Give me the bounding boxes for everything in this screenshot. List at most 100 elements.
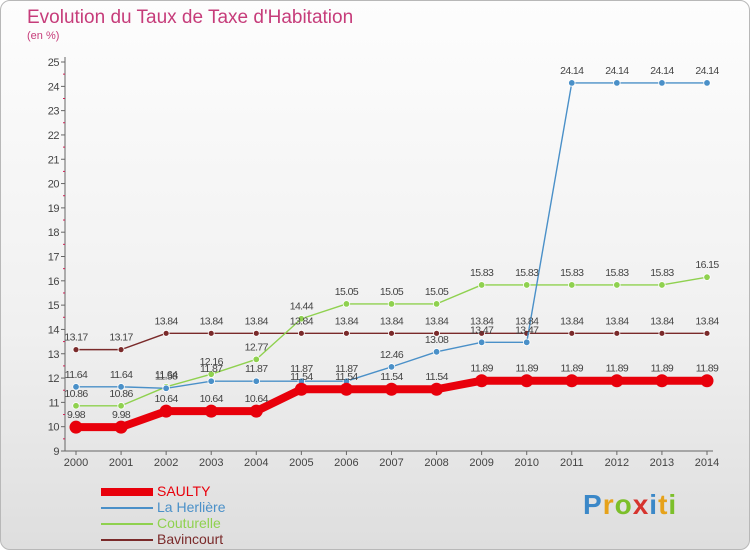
data-label: 13.84	[200, 315, 224, 327]
y-tick-label: 9	[53, 446, 59, 458]
data-point	[162, 384, 170, 392]
data-point	[475, 374, 489, 388]
logo-letter: i	[668, 489, 678, 520]
x-tick-label: 2008	[424, 457, 448, 469]
data-point	[613, 281, 621, 289]
logo-letter: t	[658, 489, 669, 520]
data-point	[658, 79, 666, 87]
x-tick-label: 2003	[199, 457, 223, 469]
data-label: 14.44	[290, 301, 314, 313]
data-point	[72, 346, 80, 354]
y-tick-label: 13	[48, 349, 60, 361]
data-point	[387, 300, 396, 308]
y-tick-label: 21	[48, 154, 60, 166]
data-label: 13.84	[470, 315, 494, 327]
data-label: 9.98	[112, 409, 131, 421]
legend-label: Bavincourt	[157, 531, 224, 547]
data-point	[523, 281, 531, 289]
data-label: 13.84	[695, 315, 719, 327]
data-point	[432, 348, 441, 356]
logo-letter: o	[614, 489, 633, 520]
data-label: 13.17	[64, 332, 88, 344]
data-point	[430, 382, 444, 396]
x-tick-label: 2000	[64, 457, 88, 469]
data-label: 15.05	[380, 286, 404, 298]
data-label: 10.86	[64, 388, 88, 400]
data-point	[297, 315, 306, 323]
data-point	[207, 329, 215, 337]
data-label: 13.84	[425, 315, 449, 327]
data-point	[252, 355, 260, 364]
data-point	[204, 404, 218, 418]
x-tick-label: 2012	[605, 457, 629, 469]
data-point	[700, 374, 714, 388]
data-point	[388, 329, 395, 337]
logo-letter: P	[583, 489, 603, 520]
data-point	[207, 370, 215, 378]
y-tick-label: 15	[48, 300, 60, 312]
data-point	[703, 329, 711, 337]
data-label: 13.84	[515, 315, 539, 327]
data-label: 11.89	[561, 363, 584, 375]
y-tick-label: 10	[48, 422, 60, 434]
y-tick-label: 18	[48, 227, 60, 239]
data-point	[565, 374, 579, 388]
data-point	[114, 420, 128, 434]
proxiti-logo: Proxiti	[583, 489, 677, 521]
y-tick-label: 14	[48, 324, 60, 336]
data-point	[72, 383, 80, 391]
data-label: 12.77	[245, 341, 269, 353]
data-point	[568, 329, 576, 337]
data-point	[658, 281, 666, 289]
data-point	[655, 374, 669, 388]
data-point	[568, 281, 576, 289]
data-label: 11.89	[696, 363, 719, 375]
y-tick-label: 12	[48, 373, 60, 385]
data-label: 13.17	[109, 332, 133, 344]
y-tick-label: 19	[48, 203, 60, 215]
data-label: 11.54	[290, 371, 313, 383]
data-label: 11.87	[245, 363, 268, 375]
y-tick-label: 20	[48, 179, 60, 191]
data-label: 11.87	[290, 363, 313, 375]
x-tick-label: 2005	[289, 457, 313, 469]
data-point	[343, 329, 350, 337]
data-point	[252, 329, 260, 337]
data-label: 11.64	[155, 369, 178, 381]
data-point	[432, 300, 441, 308]
data-point	[613, 329, 621, 337]
data-point	[297, 329, 305, 337]
data-label: 11.54	[425, 371, 448, 383]
y-tick-label: 11	[49, 397, 60, 409]
data-label: 24.14	[560, 65, 584, 77]
y-tick-label: 24	[48, 81, 60, 93]
data-label: 12.46	[380, 349, 404, 361]
x-tick-label: 2002	[154, 457, 178, 469]
logo-letter: x	[632, 489, 650, 520]
data-point	[294, 382, 308, 396]
legend-label: SAULTY	[157, 483, 211, 499]
data-point	[252, 377, 260, 385]
data-point	[72, 402, 80, 410]
data-label: 10.64	[155, 393, 179, 405]
data-label: 15.83	[605, 267, 629, 279]
x-tick-label: 2011	[560, 457, 584, 469]
data-label: 15.83	[650, 267, 674, 279]
x-tick-label: 2014	[695, 457, 719, 469]
data-label: 13.84	[155, 315, 179, 327]
data-label: 15.05	[335, 286, 359, 298]
data-label: 11.87	[200, 363, 223, 375]
legend-label: La Herlière	[157, 499, 226, 515]
data-label: 10.64	[245, 393, 269, 405]
data-label: 13.84	[245, 315, 269, 327]
y-tick-label: 25	[48, 57, 60, 69]
data-point	[117, 402, 125, 410]
data-point	[207, 377, 215, 385]
y-tick-label: 22	[48, 130, 60, 142]
data-point	[568, 79, 576, 87]
x-tick-label: 2013	[650, 457, 674, 469]
data-label: 11.58	[155, 370, 178, 382]
data-label: 13.84	[605, 315, 629, 327]
